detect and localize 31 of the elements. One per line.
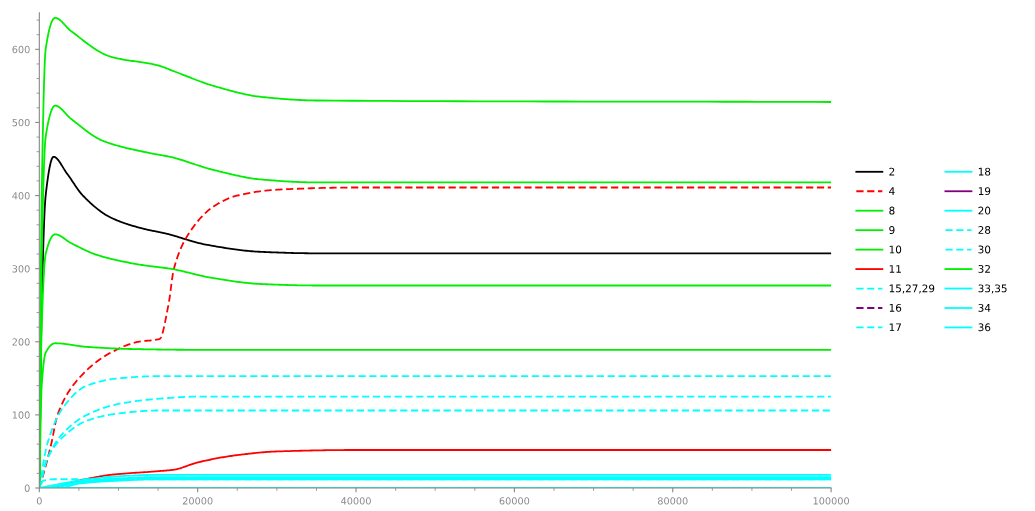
legend-label: 30 <box>978 245 991 254</box>
legend-label: 18 <box>978 167 991 176</box>
legend-label: 4 <box>889 187 895 195</box>
legend-label: 17 <box>889 323 901 332</box>
legend-label: 16 <box>889 303 902 312</box>
legend-label: 8 <box>889 206 895 215</box>
x-tick-label: 0 <box>36 497 42 505</box>
x-tick-label: 40000 <box>341 497 371 505</box>
x-tick-label: 100000 <box>813 497 850 505</box>
y-tick-label: 300 <box>12 265 30 273</box>
legend-label: 32 <box>978 264 990 273</box>
y-tick-label: 400 <box>12 192 30 200</box>
legend-label: 10 <box>889 245 902 254</box>
y-tick-label: 0 <box>24 484 30 492</box>
x-tick-label: 20000 <box>182 497 213 505</box>
y-tick-label: 100 <box>12 411 30 419</box>
legend-label: 19 <box>978 187 991 196</box>
y-tick-label: 600 <box>12 45 30 54</box>
legend-label: 36 <box>978 323 991 332</box>
legend-label: 2 <box>889 167 895 176</box>
legend-label: 9 <box>889 226 895 234</box>
legend-label: 11 <box>889 265 901 273</box>
legend-label: 28 <box>978 226 991 234</box>
x-tick-label: 60000 <box>499 497 530 505</box>
legend-label: 34 <box>978 303 991 312</box>
x-tick-label: 80000 <box>657 497 688 505</box>
legend-label: 15,27,29 <box>889 284 935 294</box>
y-tick-label: 200 <box>12 338 30 346</box>
legend-label: 20 <box>978 206 991 215</box>
y-tick-label: 500 <box>12 118 30 127</box>
legend-label: 33,35 <box>978 284 1007 294</box>
